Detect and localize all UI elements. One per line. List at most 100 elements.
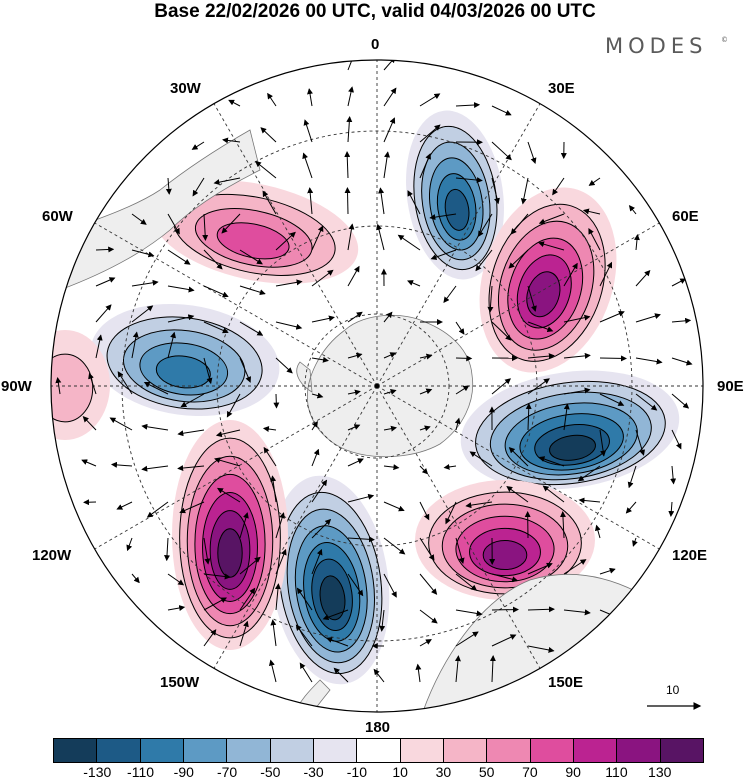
- wind-vector: [419, 388, 433, 395]
- wind-vector: [397, 234, 421, 251]
- wind-vector: [296, 587, 313, 611]
- wind-vector: [228, 99, 241, 107]
- wind-vector: [167, 314, 195, 323]
- wind-vector: [347, 573, 364, 597]
- meridian-line: [376, 385, 664, 552]
- reference-vector-label: 10: [666, 683, 680, 697]
- wind-vector: [333, 667, 349, 683]
- lon-label-180: 180: [365, 719, 391, 736]
- wind-vector: [465, 501, 493, 509]
- wind-vector: [454, 417, 461, 431]
- wind-vector: [222, 137, 241, 144]
- wind-vector: [671, 278, 687, 287]
- wind-vector: [131, 573, 140, 584]
- wind-vector: [239, 587, 256, 611]
- wind-vector: [347, 60, 355, 71]
- anomaly-contour: [482, 539, 528, 571]
- wind-vector: [487, 285, 494, 313]
- wind-vector: [346, 116, 353, 143]
- wind-vector: [419, 639, 432, 647]
- colorbar-box: [96, 739, 140, 762]
- wind-vector: [203, 597, 227, 611]
- wind-vector: [311, 392, 324, 399]
- wind-vector: [109, 417, 133, 431]
- anomaly-contour: [216, 222, 290, 260]
- lon-label-120e: 120E: [672, 547, 708, 564]
- wind-vector: [126, 537, 133, 552]
- wind-vector: [577, 465, 601, 482]
- wind-vector: [506, 485, 529, 503]
- wind-vector: [383, 389, 397, 395]
- wind-vector: [527, 285, 537, 312]
- wind-vector: [347, 389, 361, 396]
- wind-vector: [491, 141, 512, 161]
- wind-vector: [88, 372, 97, 395]
- lon-label-150e: 150E: [548, 674, 584, 691]
- wind-vector: [307, 187, 314, 215]
- wind-vector: [373, 668, 385, 683]
- wind-vector: [239, 249, 263, 265]
- wind-vector: [95, 304, 112, 323]
- colorbar-tick-label: -70: [216, 764, 238, 780]
- wind-vector: [344, 151, 351, 179]
- anomaly-center-pos-west-edge: [51, 330, 110, 440]
- wind-vector: [180, 393, 205, 408]
- wind-vector: [179, 501, 205, 514]
- wind-vector: [419, 537, 435, 561]
- colorbar-box: [486, 739, 530, 762]
- wind-vector: [239, 556, 261, 575]
- wind-vector: [164, 537, 171, 562]
- anomaly-center-pos-australia-south: [415, 480, 595, 600]
- wind-vector: [378, 187, 385, 215]
- wind-vector: [632, 537, 638, 547]
- colorbar-box: [529, 739, 573, 762]
- colorbar-tick-label: 30: [435, 764, 452, 780]
- wind-vector: [635, 269, 651, 287]
- wind-vector: [552, 177, 565, 196]
- wind-vector: [347, 424, 361, 431]
- wind-vector: [239, 285, 266, 296]
- colorbar-box: [54, 739, 97, 762]
- colorbar-tick-label: 70: [522, 764, 538, 780]
- wind-vector: [95, 246, 115, 253]
- wind-vector: [491, 573, 519, 583]
- wind-vector: [203, 321, 229, 334]
- wind-vector: [419, 153, 431, 179]
- colorbar-box: [269, 739, 313, 762]
- wind-vector: [588, 227, 601, 251]
- wind-vector: [455, 177, 483, 184]
- wind-vector: [270, 475, 277, 503]
- wind-vector: [131, 213, 147, 225]
- wind-vector: [131, 305, 154, 323]
- wind-vector: [116, 501, 133, 510]
- wind-vector: [275, 321, 303, 330]
- wind-vector: [383, 60, 396, 71]
- wind-vector: [582, 208, 601, 215]
- wind-vector: [527, 645, 555, 653]
- wind-vector: [274, 583, 281, 611]
- wind-vector: [430, 249, 457, 260]
- wind-vector: [407, 280, 421, 287]
- colorbar-box: [659, 739, 703, 762]
- wind-vector: [668, 501, 675, 518]
- wind-vector: [344, 187, 351, 215]
- wind-vector: [262, 190, 277, 215]
- wind-vector: [383, 501, 405, 512]
- wind-vector: [635, 313, 661, 323]
- wind-vector: [563, 314, 591, 323]
- wind-vector: [527, 606, 555, 613]
- wind-vector: [671, 357, 693, 366]
- wind-vector: [255, 161, 277, 179]
- wind-vector: [203, 285, 229, 298]
- wind-vector: [322, 609, 349, 621]
- colorbar-box: [312, 739, 357, 762]
- wind-vector: [419, 465, 429, 475]
- anomaly-contour: [319, 575, 346, 621]
- wind-vector: [239, 357, 252, 383]
- wind-vector: [273, 393, 280, 409]
- colorbar-box: [572, 739, 617, 762]
- wind-vector: [167, 573, 185, 586]
- wind-vector: [419, 124, 441, 143]
- lon-label-150w: 150W: [160, 674, 200, 691]
- wind-vector: [538, 213, 565, 225]
